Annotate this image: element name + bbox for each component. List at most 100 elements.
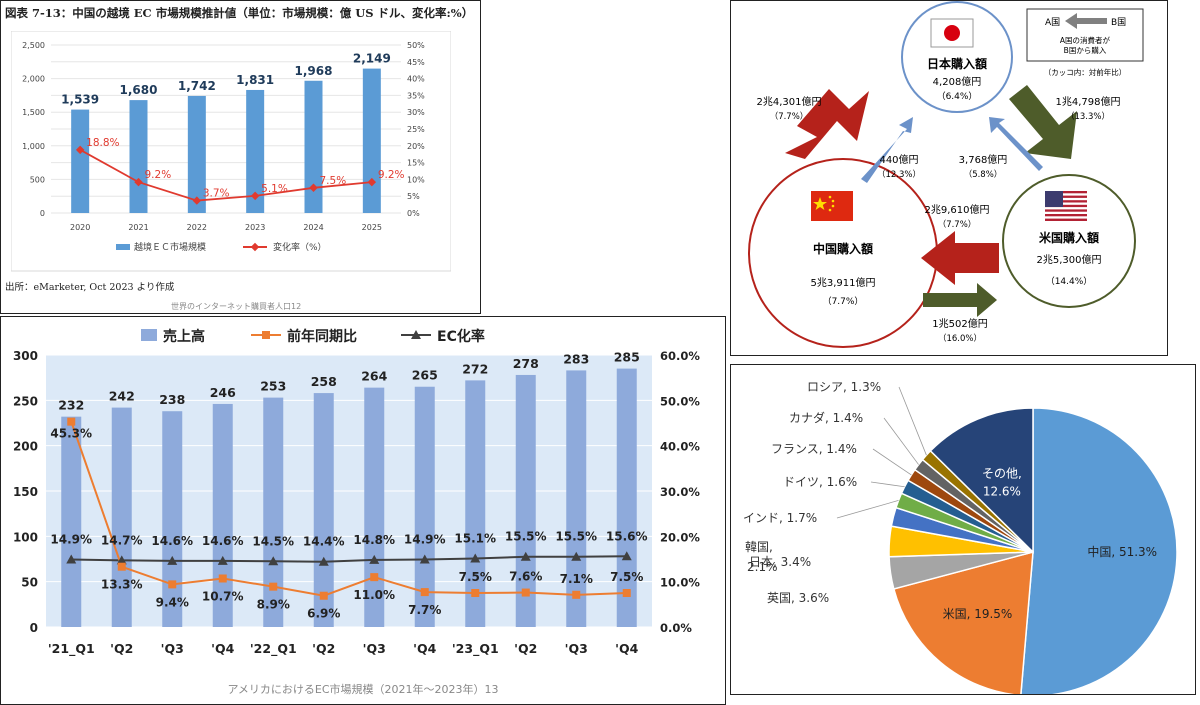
bar — [61, 416, 82, 627]
yoy-point — [572, 590, 581, 599]
ec-rate-point — [369, 554, 380, 564]
panel2-footer: アメリカにおけるEC市場規模（2021年～2023年）13 — [227, 682, 498, 696]
change-rate-point — [250, 191, 260, 201]
bar — [364, 387, 385, 627]
pie-leader-line — [898, 386, 927, 456]
trade-flow-diagram: A国 B国 A国の消費者が B国から購入 （カッコ内：対前年比） — [748, 1, 1144, 348]
bar-value-label: 1,680 — [120, 83, 158, 97]
change-rate-label: 7.5% — [320, 175, 347, 187]
change-rate-point — [134, 177, 143, 187]
flow-label-change: （13.3%） — [1066, 111, 1110, 122]
ec-rate-point — [217, 555, 228, 565]
flow-label-value: 1兆502億円 — [932, 317, 987, 330]
x-tick-label: '23_Q1 — [452, 641, 499, 657]
yoy-label: 10.7% — [202, 589, 244, 603]
bar — [304, 80, 323, 213]
legend-bar-label: 越境ＥＣ市場規模 — [134, 241, 206, 253]
ec-rate-point — [167, 555, 178, 565]
yoy-point — [67, 417, 76, 426]
panel1-plot-frame — [11, 31, 451, 272]
japan-change: （6.4%） — [937, 91, 978, 102]
y2-tick-label: 45% — [407, 58, 425, 67]
x-tick-label: 2025 — [362, 223, 382, 232]
x-tick-label: 'Q3 — [161, 641, 184, 656]
y-tick-label: 1,500 — [22, 108, 45, 117]
ec-rate-point — [520, 551, 531, 561]
x-tick-label: 'Q4 — [211, 641, 234, 656]
yoy-label: 45.3% — [50, 427, 92, 441]
change-rate-label: 18.8% — [86, 137, 119, 149]
flow-arrow-usa-to-china — [921, 231, 999, 285]
ec-rate-point — [116, 555, 127, 565]
bar — [129, 100, 148, 213]
ec-rate-label: 14.7% — [101, 533, 143, 547]
ec-rate-label: 15.5% — [555, 530, 597, 544]
bar-value-label: 264 — [361, 369, 387, 384]
panel1-legend: 越境ＥＣ市場規模 変化率（%） — [116, 241, 327, 253]
yoy-point — [218, 574, 227, 583]
bar — [515, 374, 536, 627]
y-tick-label: 300 — [13, 349, 38, 363]
change-rate-point — [75, 145, 85, 155]
ec-rate-point — [66, 554, 77, 564]
yoy-point — [471, 589, 480, 597]
y-tick-label: 250 — [13, 394, 38, 408]
flow-legend-arrow — [1065, 13, 1107, 29]
ec-rate-label: 14.9% — [404, 532, 446, 546]
ec-rate-label: 14.6% — [202, 534, 244, 548]
ec-rate-label: 14.8% — [353, 533, 395, 547]
flow-legend-b: B国 — [1111, 17, 1126, 28]
bar — [616, 368, 637, 627]
flow-arrow-china-to-japan — [861, 117, 913, 183]
yoy-label: 7.6% — [509, 570, 542, 584]
change-rate-line — [79, 149, 372, 202]
pie-leader-line — [836, 500, 899, 519]
flow-label-value: 2兆4,301億円 — [757, 95, 822, 108]
ec-rate-point — [318, 556, 329, 566]
bar-value-label: 1,968 — [295, 64, 333, 78]
x-tick-label: 2020 — [70, 223, 90, 232]
y2-tick-label: 50% — [407, 41, 425, 50]
bar-value-label: 1,742 — [178, 79, 216, 93]
china-flag-icon — [811, 191, 853, 221]
trade-flow-diagram-panel: A国 B国 A国の消費者が B国から購入 （カッコ内：対前年比） — [730, 0, 1168, 356]
x-tick-label: 'Q3 — [363, 641, 386, 656]
ec-rate-point — [268, 556, 279, 566]
ec-rate-label: 15.1% — [454, 532, 496, 546]
yoy-point — [117, 562, 126, 571]
yoy-label: 7.1% — [560, 572, 593, 586]
panel1-chart: 18.8% 9.2% 3.7% 5.1% 7.5% 9.2% 0% 5% 10% 15% 20% 25… — [11, 31, 451, 272]
y2-tick-label: 10% — [407, 175, 425, 184]
panel1-source: 出所：eMarketer, Oct 2023 より作成 — [5, 282, 175, 293]
bar — [212, 403, 233, 627]
pie-leader-line — [870, 481, 905, 488]
yoy-point — [370, 573, 379, 582]
y2-tick-label: 30% — [407, 108, 425, 117]
pie-label: 韓国, — [745, 540, 773, 554]
x-tick-label: 2024 — [303, 223, 323, 232]
usa-value: 2兆5,300億円 — [1037, 253, 1102, 266]
flow-arrow-japan-to-china — [785, 89, 869, 159]
japan-value: 4,208億円 — [933, 75, 982, 88]
legend-bar-swatch — [116, 244, 130, 250]
legend-sales-swatch — [141, 329, 157, 341]
japan-flag-icon — [930, 18, 974, 48]
x-tick-label: '22_Q1 — [250, 641, 297, 657]
flow-label-value: 1兆4,798億円 — [1056, 95, 1121, 108]
bar — [162, 411, 183, 627]
y2-tick-label: 40.0% — [660, 440, 700, 454]
panel1-footer: 世界のインターネット購買者人口12 — [171, 302, 302, 311]
flow-arrow-japan-to-usa — [1009, 85, 1077, 159]
pie-label: 12.6% — [983, 485, 1021, 499]
y-tick-label: 100 — [13, 530, 38, 544]
legend-yoy-marker — [262, 331, 270, 339]
ec-rate-label: 14.5% — [252, 534, 294, 548]
flow-label-value: 440億円 — [879, 153, 918, 166]
flow-label-change: （5.8%） — [964, 169, 1003, 180]
y2-tick-label: 40% — [407, 75, 425, 84]
flow-label-change: （16.0%） — [938, 333, 982, 344]
yoy-point — [319, 591, 328, 600]
ec-rate-label: 14.4% — [303, 535, 345, 549]
bar-value-label: 283 — [563, 351, 589, 366]
yoy-point — [622, 589, 631, 597]
